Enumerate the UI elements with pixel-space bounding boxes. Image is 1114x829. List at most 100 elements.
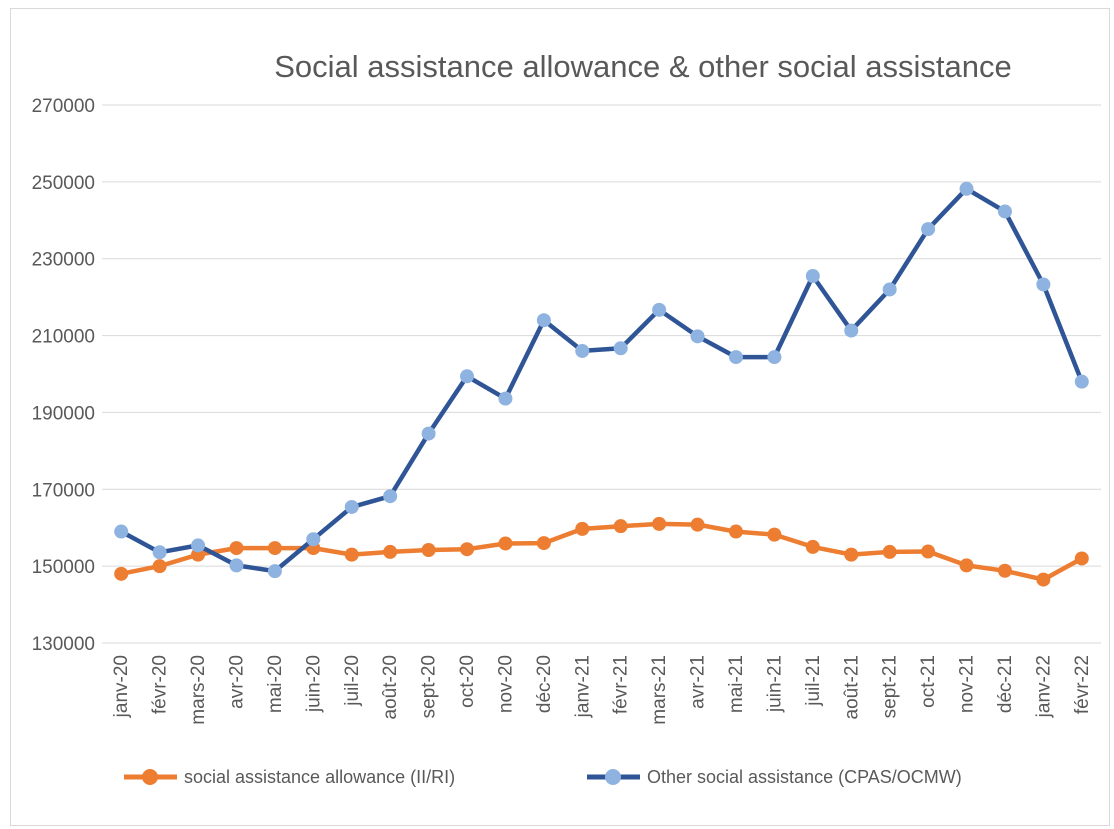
x-tick-label: juil-20 — [342, 655, 363, 707]
y-tick-label: 170000 — [32, 480, 95, 501]
data-point — [460, 542, 475, 557]
data-point — [383, 489, 398, 504]
data-point — [460, 369, 475, 384]
y-tick-label: 130000 — [32, 634, 95, 655]
data-point — [805, 539, 820, 554]
x-tick-label: févr-21 — [611, 655, 632, 714]
data-point — [421, 543, 436, 558]
y-tick-label: 230000 — [32, 250, 95, 271]
x-tick-label: juin-21 — [764, 655, 785, 713]
x-tick-label: août-21 — [841, 655, 862, 719]
x-tick-label: sept-21 — [880, 655, 901, 718]
data-point — [1036, 277, 1051, 292]
x-tick-label: févr-20 — [150, 655, 171, 714]
x-tick-label: nov-20 — [495, 655, 516, 713]
x-tick-label: déc-20 — [534, 655, 555, 713]
data-point — [805, 269, 820, 284]
y-axis-ticks: 130000 150000 170000 190000 210000 230000 2500… — [32, 96, 95, 655]
data-point — [536, 313, 551, 328]
data-point — [613, 519, 628, 534]
line-chart: Social assistance allowance & other soci… — [32, 49, 1101, 787]
data-point — [229, 541, 244, 556]
x-tick-label: oct-20 — [457, 655, 478, 708]
y-tick-label: 250000 — [32, 173, 95, 194]
x-tick-label: sept-20 — [419, 655, 440, 718]
data-point — [844, 323, 859, 338]
data-point — [652, 302, 667, 317]
data-point — [728, 524, 743, 539]
data-point — [1036, 572, 1051, 587]
x-tick-label: janv-20 — [111, 655, 132, 718]
data-point — [267, 541, 282, 556]
y-tick-label: 150000 — [32, 557, 95, 578]
series-1 — [114, 181, 1089, 579]
data-point — [882, 282, 897, 297]
data-point — [152, 559, 167, 574]
data-point — [728, 350, 743, 365]
y-tick-label: 190000 — [32, 403, 95, 424]
data-point — [536, 536, 551, 551]
x-tick-label: mars-20 — [188, 655, 209, 725]
x-tick-label: mars-21 — [649, 655, 670, 725]
data-point — [767, 350, 782, 365]
legend-marker-other — [605, 769, 621, 785]
x-tick-label: janv-21 — [572, 655, 593, 718]
chart-frame: Social assistance allowance & other soci… — [10, 8, 1110, 826]
data-point — [114, 566, 129, 581]
data-point — [1074, 551, 1089, 566]
data-point — [882, 544, 897, 559]
data-point — [767, 527, 782, 542]
legend-label-allowance: social assistance allowance (II/RI) — [184, 767, 455, 787]
y-tick-label: 270000 — [32, 96, 95, 117]
gridlines — [102, 104, 1101, 644]
data-point — [1074, 374, 1089, 389]
data-point — [613, 341, 628, 356]
x-tick-label: oct-21 — [918, 655, 939, 708]
data-point — [383, 544, 398, 559]
data-point — [306, 532, 321, 547]
data-point — [959, 181, 974, 196]
legend-item-allowance: social assistance allowance (II/RI) — [124, 767, 455, 787]
x-tick-label: nov-21 — [957, 655, 978, 713]
data-point — [921, 222, 936, 237]
x-tick-label: mai-21 — [726, 655, 747, 713]
data-point — [498, 391, 513, 406]
data-point — [267, 564, 282, 579]
y-tick-label: 210000 — [32, 327, 95, 348]
x-tick-label: août-20 — [380, 655, 401, 719]
x-tick-label: avr-21 — [688, 655, 709, 709]
chart-title: Social assistance allowance & other soci… — [274, 49, 1012, 84]
x-tick-label: mai-20 — [265, 655, 286, 713]
data-point — [575, 343, 590, 358]
data-point — [997, 563, 1012, 578]
legend-label-other: Other social assistance (CPAS/OCMW) — [647, 767, 962, 787]
x-tick-label: avr-20 — [226, 655, 247, 709]
series-layer — [114, 181, 1089, 587]
data-point — [229, 558, 244, 573]
data-point — [191, 538, 206, 553]
series-line — [120, 186, 1084, 574]
data-point — [575, 521, 590, 536]
data-point — [498, 536, 513, 551]
x-tick-label: févr-22 — [1072, 655, 1093, 714]
data-point — [652, 516, 667, 531]
legend-item-other: Other social assistance (CPAS/OCMW) — [587, 767, 962, 787]
data-point — [997, 204, 1012, 219]
x-tick-label: juil-21 — [803, 655, 824, 707]
data-point — [152, 545, 167, 560]
x-axis-ticks: janv-20 févr-20 mars-20 avr-20 mai-20 juin-20… — [111, 655, 1093, 725]
series-0 — [114, 516, 1089, 587]
data-point — [959, 558, 974, 573]
data-point — [690, 329, 705, 344]
data-point — [421, 426, 436, 441]
data-point — [114, 524, 129, 539]
data-point — [344, 499, 359, 514]
legend: social assistance allowance (II/RI) Othe… — [124, 767, 962, 787]
legend-marker-allowance — [142, 769, 158, 785]
x-tick-label: déc-21 — [995, 655, 1016, 713]
x-tick-label: janv-22 — [1033, 655, 1054, 718]
data-point — [344, 547, 359, 562]
data-point — [844, 547, 859, 562]
x-tick-label: juin-20 — [303, 655, 324, 713]
data-point — [921, 544, 936, 559]
